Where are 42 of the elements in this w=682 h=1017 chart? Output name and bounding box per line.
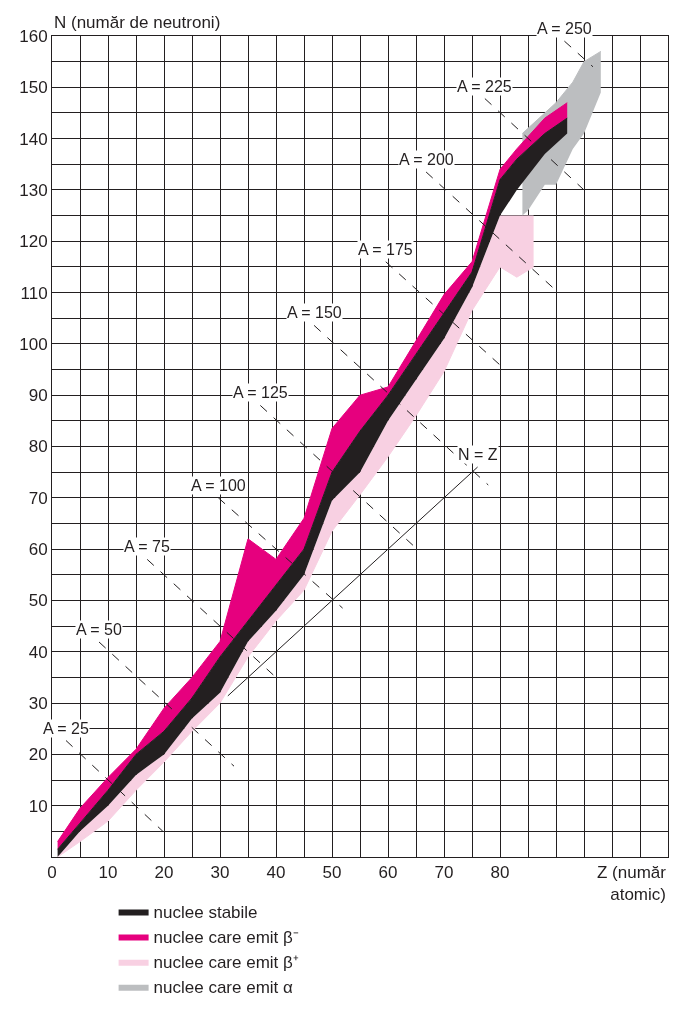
- x-tick-label: 0: [47, 863, 57, 883]
- y-tick-label: 10: [28, 796, 48, 816]
- x-tick-label: 60: [378, 863, 398, 883]
- legend-label: nuclee care emit β⁻: [153, 928, 299, 948]
- y-tick-label: 50: [28, 591, 48, 611]
- y-tick-label: 40: [28, 642, 48, 662]
- legend-label: nuclee care emit β⁺: [153, 953, 299, 973]
- annotation: N = Z: [458, 446, 498, 463]
- annotation: A = 100: [191, 477, 246, 494]
- y-tick-label: 100: [19, 334, 48, 354]
- y-tick-label: 80: [28, 437, 48, 457]
- x-tick-label: 40: [266, 863, 286, 883]
- legend-label: nuclee stabile: [153, 903, 258, 923]
- y-tick-label: 20: [28, 745, 48, 765]
- y-tick-label: 30: [28, 694, 48, 714]
- y-tick-label: 70: [28, 488, 48, 508]
- x-tick-label: 10: [98, 863, 118, 883]
- y-tick-label: 160: [19, 26, 48, 46]
- x-tick-label: 70: [434, 863, 454, 883]
- annotation: A = 125: [233, 384, 288, 401]
- y-tick-label: 150: [19, 78, 48, 98]
- y-tick-label: 140: [19, 129, 48, 149]
- y-tick-label: 110: [20, 283, 48, 303]
- y-tick-label: 60: [28, 540, 48, 560]
- annotation: A = 150: [287, 304, 342, 321]
- annotation: A = 200: [399, 151, 454, 168]
- annotation: A = 25: [43, 720, 89, 737]
- annotation: A = 250: [537, 20, 592, 37]
- x-tick-label: 50: [322, 863, 342, 883]
- y-axis-title: N (număr de neutroni): [54, 13, 221, 32]
- annotation: A = 75: [124, 538, 170, 555]
- legend-label: nuclee care emit α: [153, 978, 294, 998]
- x-tick-label: 30: [210, 863, 230, 883]
- annotation: A = 225: [457, 78, 512, 95]
- x-tick-label: 20: [154, 863, 174, 883]
- y-tick-label: 130: [19, 180, 48, 200]
- x-axis-title: Z (număr atomic): [597, 863, 667, 905]
- annotation: A = 50: [76, 621, 122, 638]
- x-tick-label: 80: [490, 863, 510, 883]
- y-tick-label: 90: [28, 386, 48, 406]
- annotation: A = 175: [358, 241, 413, 258]
- y-tick-label: 120: [19, 232, 48, 252]
